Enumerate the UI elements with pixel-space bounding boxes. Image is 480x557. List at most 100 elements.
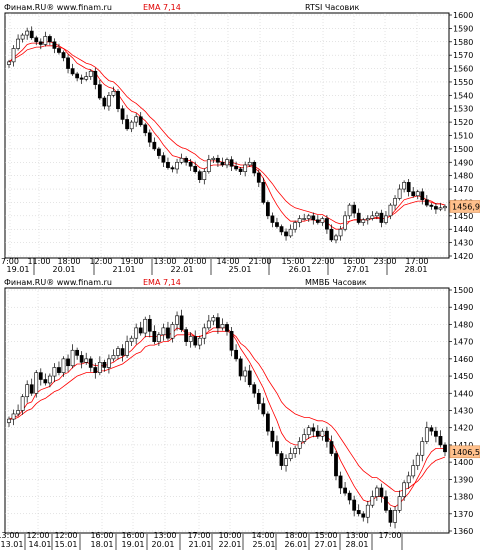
candle-body — [7, 61, 11, 65]
candle-body — [334, 235, 338, 241]
candle-body — [43, 379, 48, 384]
candle-body — [302, 434, 307, 442]
candle-body — [43, 36, 48, 45]
candle-body — [47, 36, 52, 43]
candle-body — [70, 68, 75, 75]
rtsi-candles — [7, 26, 447, 244]
candle-body — [175, 315, 179, 325]
x-date-label: 22.01 — [171, 265, 194, 274]
candle-body — [420, 191, 425, 201]
x-time-label: 13:00 — [153, 531, 176, 540]
y-tick-label: 1420 — [453, 424, 473, 433]
x-date-label: 25.01 — [229, 265, 252, 274]
candle-body — [52, 367, 57, 377]
x-date-label: 26.01 — [285, 540, 308, 549]
x-time-label: 22:00 — [311, 257, 334, 266]
candle-body — [97, 361, 102, 373]
x-time-label: 16:00 — [342, 257, 365, 266]
x-date-label: 27.01 — [315, 540, 338, 549]
candle-body — [220, 324, 225, 329]
candle-body — [102, 361, 107, 368]
x-time-label: 11:00 — [27, 257, 50, 266]
candle-body — [306, 215, 311, 219]
x-time-label: 16:00 — [90, 531, 113, 540]
candle-body — [311, 215, 316, 221]
rtsi-x-axis: 7:00 11:00 18:00 12:00 19:00 13:00 20:00 14:00 2… — [1, 257, 429, 275]
mmvb-grid — [5, 288, 449, 533]
candle-body — [270, 430, 275, 442]
candle-body — [406, 475, 411, 484]
x-time-label: 16:00 — [121, 531, 144, 540]
candle-body — [265, 202, 270, 217]
candle-body — [107, 358, 111, 368]
candle-body — [288, 453, 293, 459]
y-tick-label: 1470 — [453, 185, 473, 194]
candle-body — [125, 119, 129, 130]
candle-body — [143, 318, 148, 334]
candle-body — [434, 206, 438, 210]
candle-body — [111, 355, 116, 360]
candle-body — [297, 218, 302, 223]
y-tick-label: 1590 — [453, 24, 473, 33]
candle-body — [315, 219, 320, 223]
candle-body — [38, 41, 43, 45]
candle-body — [202, 171, 207, 180]
candle-body — [406, 182, 411, 193]
y-tick-label: 1570 — [453, 51, 473, 60]
candle-body — [75, 73, 80, 79]
x-time-label: 15:00 — [281, 257, 304, 266]
candle-body — [216, 317, 220, 329]
candle-body — [134, 327, 139, 339]
x-time-label: 18:00 — [284, 531, 307, 540]
candle-body — [252, 384, 257, 394]
candle-body — [443, 206, 447, 209]
y-tick-label: 1550 — [453, 78, 473, 87]
candle-body — [61, 358, 66, 373]
candle-body — [443, 444, 447, 453]
mmvb-source-label: Финам.RU® www.finam.ru — [4, 278, 112, 287]
x-time-label: 14:00 — [216, 257, 239, 266]
candle-body — [20, 34, 25, 40]
candle-body — [352, 204, 357, 214]
candle-body — [29, 384, 34, 394]
candle-body — [188, 161, 193, 167]
candle-body — [179, 157, 184, 163]
candle-body — [75, 349, 80, 356]
candle-body — [193, 165, 198, 172]
candle-body — [225, 159, 229, 166]
candle-body — [116, 348, 120, 356]
candle-body — [234, 349, 238, 360]
rtsi-last-price-tag: 1456,94 — [449, 200, 480, 213]
candle-body — [411, 465, 416, 477]
candle-body — [402, 482, 407, 497]
candle-body — [84, 76, 89, 80]
x-date-label: 28.01 — [405, 265, 428, 274]
candle-body — [147, 132, 152, 143]
candle-body — [434, 430, 438, 437]
y-tick-label: 1440 — [453, 389, 473, 398]
candle-body — [84, 358, 89, 363]
x-time-label: 17:00 — [187, 531, 210, 540]
x-date-label: 18.01 — [91, 540, 114, 549]
candle-body — [261, 182, 266, 203]
y-tick-label: 1400 — [453, 458, 473, 467]
y-tick-label: 1420 — [453, 252, 473, 261]
x-time-label: 14:00 — [251, 531, 274, 540]
candle-body — [338, 475, 343, 489]
candle-body — [197, 171, 202, 180]
candle-body — [57, 48, 61, 53]
y-tick-label: 1490 — [453, 158, 473, 167]
candle-body — [393, 510, 397, 523]
candle-body — [93, 367, 98, 373]
candle-body — [402, 182, 407, 190]
candle-body — [397, 188, 402, 199]
x-time-label: 12:00 — [26, 531, 49, 540]
y-tick-label: 1520 — [453, 118, 473, 127]
candle-body — [247, 161, 252, 166]
x-date-label: 28.01 — [346, 540, 369, 549]
candle-body — [429, 427, 434, 432]
x-time-label: 18:00 — [57, 257, 80, 266]
candle-body — [320, 430, 325, 437]
candle-body — [288, 228, 293, 237]
y-tick-label: 1470 — [453, 338, 473, 347]
